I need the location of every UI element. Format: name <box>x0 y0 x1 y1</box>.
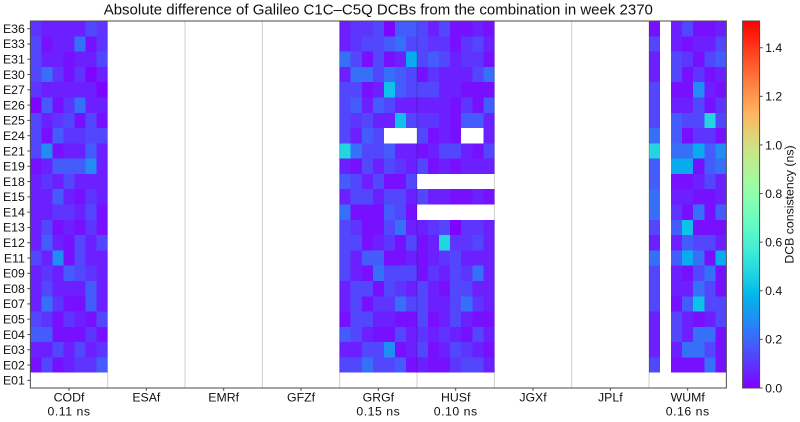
svg-text:E04: E04 <box>3 328 25 342</box>
svg-text:ESAf: ESAf <box>132 391 161 405</box>
svg-text:CODf: CODf <box>54 391 85 405</box>
svg-text:E02: E02 <box>3 358 25 372</box>
svg-text:WUMf: WUMf <box>671 391 706 405</box>
svg-text:E05: E05 <box>3 312 25 326</box>
svg-text:HUSf: HUSf <box>441 391 471 405</box>
svg-text:DCB consistency (ns): DCB consistency (ns) <box>783 145 797 263</box>
svg-text:E31: E31 <box>3 53 25 67</box>
svg-text:E33: E33 <box>3 37 25 51</box>
svg-text:1.0: 1.0 <box>765 138 782 152</box>
svg-text:E26: E26 <box>3 98 25 112</box>
svg-text:0.4: 0.4 <box>765 284 782 298</box>
svg-text:JGXf: JGXf <box>519 391 547 405</box>
svg-text:0.16 ns: 0.16 ns <box>666 405 710 419</box>
svg-text:E36: E36 <box>3 22 25 36</box>
svg-text:E19: E19 <box>3 160 25 174</box>
svg-text:E30: E30 <box>3 68 25 82</box>
svg-text:EMRf: EMRf <box>208 391 239 405</box>
svg-text:GFZf: GFZf <box>287 391 316 405</box>
svg-text:Absolute difference of Galileo: Absolute difference of Galileo C1C–C5Q D… <box>104 1 653 18</box>
svg-text:0.0: 0.0 <box>765 381 782 395</box>
svg-text:E07: E07 <box>3 297 25 311</box>
svg-text:E14: E14 <box>3 205 25 219</box>
svg-text:E25: E25 <box>3 114 25 128</box>
svg-text:0.10 ns: 0.10 ns <box>434 405 478 419</box>
svg-text:E24: E24 <box>3 129 25 143</box>
svg-text:0.11 ns: 0.11 ns <box>48 405 91 419</box>
svg-text:E12: E12 <box>3 236 25 250</box>
svg-text:E08: E08 <box>3 282 25 296</box>
svg-text:GRGf: GRGf <box>363 391 395 405</box>
svg-text:0.6: 0.6 <box>765 235 782 249</box>
svg-text:E15: E15 <box>3 190 25 204</box>
svg-text:E13: E13 <box>3 221 25 235</box>
svg-text:E03: E03 <box>3 343 25 357</box>
svg-text:E09: E09 <box>3 267 25 281</box>
svg-text:0.15 ns: 0.15 ns <box>356 405 400 419</box>
svg-text:0.8: 0.8 <box>765 187 782 201</box>
svg-text:E18: E18 <box>3 175 25 189</box>
svg-text:1.4: 1.4 <box>765 41 782 55</box>
svg-text:E21: E21 <box>3 144 25 158</box>
svg-text:1.2: 1.2 <box>765 90 782 104</box>
svg-text:0.2: 0.2 <box>765 333 782 347</box>
svg-text:E27: E27 <box>3 83 25 97</box>
svg-text:E11: E11 <box>4 251 25 265</box>
svg-text:E01: E01 <box>3 374 25 388</box>
svg-text:JPLf: JPLf <box>598 391 623 405</box>
